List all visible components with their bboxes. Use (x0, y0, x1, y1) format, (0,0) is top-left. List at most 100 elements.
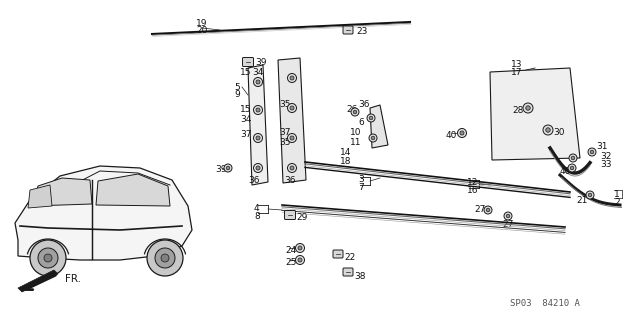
Text: 28: 28 (512, 106, 524, 115)
FancyBboxPatch shape (343, 26, 353, 34)
Text: 34: 34 (240, 115, 252, 124)
Polygon shape (15, 166, 192, 260)
Circle shape (486, 208, 490, 212)
FancyBboxPatch shape (333, 250, 343, 258)
Text: 26: 26 (346, 105, 357, 114)
Circle shape (287, 133, 296, 143)
Circle shape (287, 73, 296, 83)
Text: 39: 39 (215, 165, 227, 174)
Circle shape (590, 150, 594, 154)
Text: 32: 32 (600, 152, 611, 161)
Text: 35: 35 (279, 138, 291, 147)
Text: 36: 36 (248, 176, 259, 185)
Polygon shape (28, 185, 52, 208)
Polygon shape (370, 105, 388, 148)
Circle shape (484, 206, 492, 214)
Text: 8: 8 (254, 212, 260, 221)
Text: 35: 35 (279, 100, 291, 109)
Circle shape (568, 164, 576, 172)
Circle shape (256, 108, 260, 112)
Text: 5: 5 (234, 83, 240, 92)
Text: 24: 24 (285, 246, 296, 255)
Circle shape (371, 136, 375, 140)
Text: 17: 17 (511, 68, 523, 77)
Text: 38: 38 (354, 272, 365, 281)
Text: 9: 9 (234, 90, 240, 99)
Circle shape (351, 108, 359, 116)
Circle shape (588, 148, 596, 156)
Text: 40: 40 (446, 131, 458, 140)
Text: 11: 11 (350, 138, 362, 147)
Circle shape (290, 166, 294, 170)
Text: 34: 34 (252, 68, 264, 77)
Text: 3: 3 (358, 175, 364, 184)
Text: 4: 4 (254, 204, 260, 213)
Text: 14: 14 (340, 148, 351, 157)
Text: 19: 19 (196, 19, 208, 28)
Text: 20: 20 (196, 26, 208, 35)
Polygon shape (490, 68, 580, 160)
Circle shape (256, 166, 260, 170)
Circle shape (586, 191, 594, 199)
Circle shape (504, 212, 512, 220)
FancyBboxPatch shape (243, 57, 253, 66)
Text: 6: 6 (358, 118, 364, 127)
Circle shape (296, 256, 305, 264)
Text: FR.: FR. (65, 274, 81, 284)
Circle shape (367, 114, 375, 122)
Circle shape (290, 76, 294, 80)
Circle shape (290, 136, 294, 140)
Circle shape (256, 136, 260, 140)
Circle shape (290, 106, 294, 110)
Circle shape (256, 80, 260, 84)
Circle shape (369, 116, 372, 120)
Text: SP03  84210 A: SP03 84210 A (510, 299, 580, 308)
Text: 27: 27 (474, 205, 485, 214)
Circle shape (353, 110, 357, 114)
Circle shape (460, 131, 464, 135)
Text: 15: 15 (240, 68, 252, 77)
Text: 22: 22 (344, 253, 355, 262)
Text: 25: 25 (285, 258, 296, 267)
Circle shape (525, 106, 531, 110)
Text: 21: 21 (576, 196, 588, 205)
Text: 39: 39 (255, 58, 266, 67)
Text: 33: 33 (600, 160, 611, 169)
Text: 27: 27 (502, 220, 513, 229)
Polygon shape (96, 174, 170, 206)
Text: 16: 16 (467, 186, 479, 195)
Circle shape (523, 103, 533, 113)
Text: 36: 36 (284, 176, 296, 185)
Text: 1: 1 (614, 190, 620, 199)
Text: 29: 29 (296, 213, 307, 222)
Circle shape (287, 164, 296, 173)
Text: 37: 37 (240, 130, 252, 139)
Circle shape (588, 193, 592, 197)
Circle shape (287, 103, 296, 113)
Text: 7: 7 (358, 183, 364, 192)
Circle shape (569, 154, 577, 162)
Circle shape (44, 254, 52, 262)
Circle shape (253, 106, 262, 115)
Circle shape (147, 240, 183, 276)
Text: 13: 13 (511, 60, 523, 69)
Text: 40: 40 (560, 167, 572, 176)
FancyBboxPatch shape (343, 268, 353, 276)
Circle shape (161, 254, 169, 262)
Circle shape (253, 133, 262, 143)
Circle shape (224, 164, 232, 172)
Circle shape (226, 166, 230, 170)
Polygon shape (32, 178, 92, 206)
Circle shape (30, 240, 66, 276)
Circle shape (543, 125, 553, 135)
Circle shape (296, 243, 305, 253)
Text: 15: 15 (240, 105, 252, 114)
Circle shape (570, 166, 574, 170)
Circle shape (506, 214, 510, 218)
Circle shape (369, 134, 377, 142)
Circle shape (38, 248, 58, 268)
Polygon shape (278, 58, 306, 183)
Circle shape (253, 78, 262, 86)
Text: 18: 18 (340, 157, 351, 166)
Text: 2: 2 (614, 198, 620, 207)
